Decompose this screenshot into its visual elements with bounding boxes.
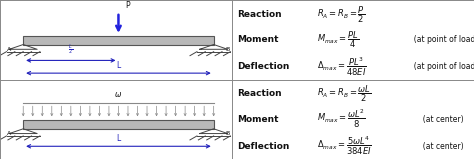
Text: $\frac{L}{2}$: $\frac{L}{2}$ bbox=[68, 43, 73, 57]
Text: Deflection: Deflection bbox=[237, 142, 290, 151]
Text: Reaction: Reaction bbox=[237, 10, 282, 19]
Text: Reaction: Reaction bbox=[237, 89, 282, 98]
Text: Deflection: Deflection bbox=[237, 62, 290, 71]
Text: L: L bbox=[116, 61, 120, 70]
Text: $R_A = R_B = \dfrac{P}{2}$: $R_A = R_B = \dfrac{P}{2}$ bbox=[317, 4, 365, 25]
Text: A: A bbox=[7, 131, 11, 136]
Text: $M_{max} = \dfrac{PL}{4}$: $M_{max} = \dfrac{PL}{4}$ bbox=[317, 29, 359, 50]
Text: B: B bbox=[226, 47, 230, 52]
Text: (at center): (at center) bbox=[419, 115, 464, 124]
Text: Moment: Moment bbox=[237, 115, 279, 124]
Text: (at point of load): (at point of load) bbox=[409, 62, 474, 71]
Text: A: A bbox=[7, 47, 11, 52]
Text: $\omega$: $\omega$ bbox=[114, 90, 122, 99]
Text: B: B bbox=[226, 131, 230, 136]
Text: P: P bbox=[126, 1, 130, 10]
Bar bbox=[23, 120, 214, 129]
Text: (at center): (at center) bbox=[419, 142, 464, 151]
Bar bbox=[23, 36, 214, 45]
Text: L: L bbox=[116, 134, 120, 143]
Text: $\Delta_{max} = \dfrac{PL^3}{48EI}$: $\Delta_{max} = \dfrac{PL^3}{48EI}$ bbox=[317, 56, 366, 78]
Text: Moment: Moment bbox=[237, 35, 279, 44]
Text: $R_A = R_B = \dfrac{\omega L}{2}$: $R_A = R_B = \dfrac{\omega L}{2}$ bbox=[317, 83, 371, 104]
Text: (at point of load): (at point of load) bbox=[409, 35, 474, 44]
Text: $\Delta_{max} = \dfrac{5\omega L^4}{384EI}$: $\Delta_{max} = \dfrac{5\omega L^4}{384E… bbox=[317, 135, 372, 157]
Text: $M_{max} = \dfrac{\omega L^2}{8}$: $M_{max} = \dfrac{\omega L^2}{8}$ bbox=[317, 108, 366, 130]
